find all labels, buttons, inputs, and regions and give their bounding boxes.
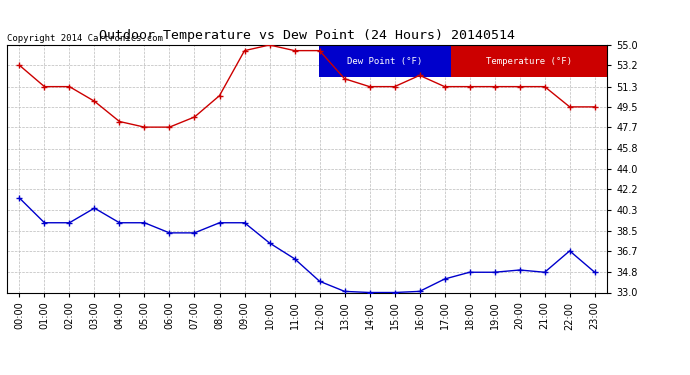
Text: Temperature (°F): Temperature (°F) bbox=[486, 57, 572, 66]
Title: Outdoor Temperature vs Dew Point (24 Hours) 20140514: Outdoor Temperature vs Dew Point (24 Hou… bbox=[99, 30, 515, 42]
Text: Dew Point (°F): Dew Point (°F) bbox=[348, 57, 423, 66]
FancyBboxPatch shape bbox=[319, 45, 451, 77]
FancyBboxPatch shape bbox=[451, 45, 607, 77]
Text: Copyright 2014 Cartronics.com: Copyright 2014 Cartronics.com bbox=[7, 33, 163, 42]
